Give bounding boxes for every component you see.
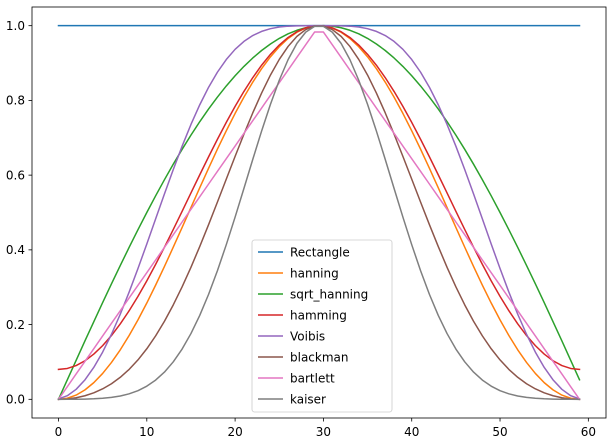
y-tick-label: 0.2 bbox=[6, 318, 25, 332]
axis-layer: 0 10 20 30 40 50 60 0.0 0.2 0.4 0.6 0.8 1.0 bbox=[6, 19, 596, 439]
legend-label: hanning bbox=[290, 266, 339, 280]
x-tick-label: 40 bbox=[404, 425, 419, 439]
y-tick-label: 0.6 bbox=[6, 168, 25, 182]
legend-label: Rectangle bbox=[290, 245, 350, 259]
legend-label: hamming bbox=[290, 308, 347, 322]
series-line-kaiser bbox=[57, 25, 581, 401]
legend-label: blackman bbox=[290, 350, 349, 364]
x-tick-label: 60 bbox=[581, 425, 596, 439]
y-tick-label: 0.8 bbox=[6, 94, 25, 108]
legend-label: Voibis bbox=[290, 329, 325, 343]
legend-label: bartlett bbox=[290, 371, 335, 385]
y-tick-label: 1.0 bbox=[6, 19, 25, 33]
plot-frame bbox=[31, 6, 607, 419]
y-tick-label: 0.0 bbox=[6, 393, 25, 407]
series-layer bbox=[57, 24, 581, 401]
x-tick-label: 10 bbox=[139, 425, 154, 439]
x-tick-label: 50 bbox=[492, 425, 507, 439]
series-line-bartlett bbox=[57, 31, 581, 401]
x-tick-label: 30 bbox=[316, 425, 331, 439]
legend-box bbox=[251, 239, 393, 413]
x-tick-label: 0 bbox=[55, 425, 63, 439]
legend-label: kaiser bbox=[290, 392, 326, 406]
legend-label: sqrt_hanning bbox=[290, 287, 368, 301]
y-tick-label: 0.4 bbox=[6, 243, 25, 257]
x-tick-label: 20 bbox=[227, 425, 242, 439]
